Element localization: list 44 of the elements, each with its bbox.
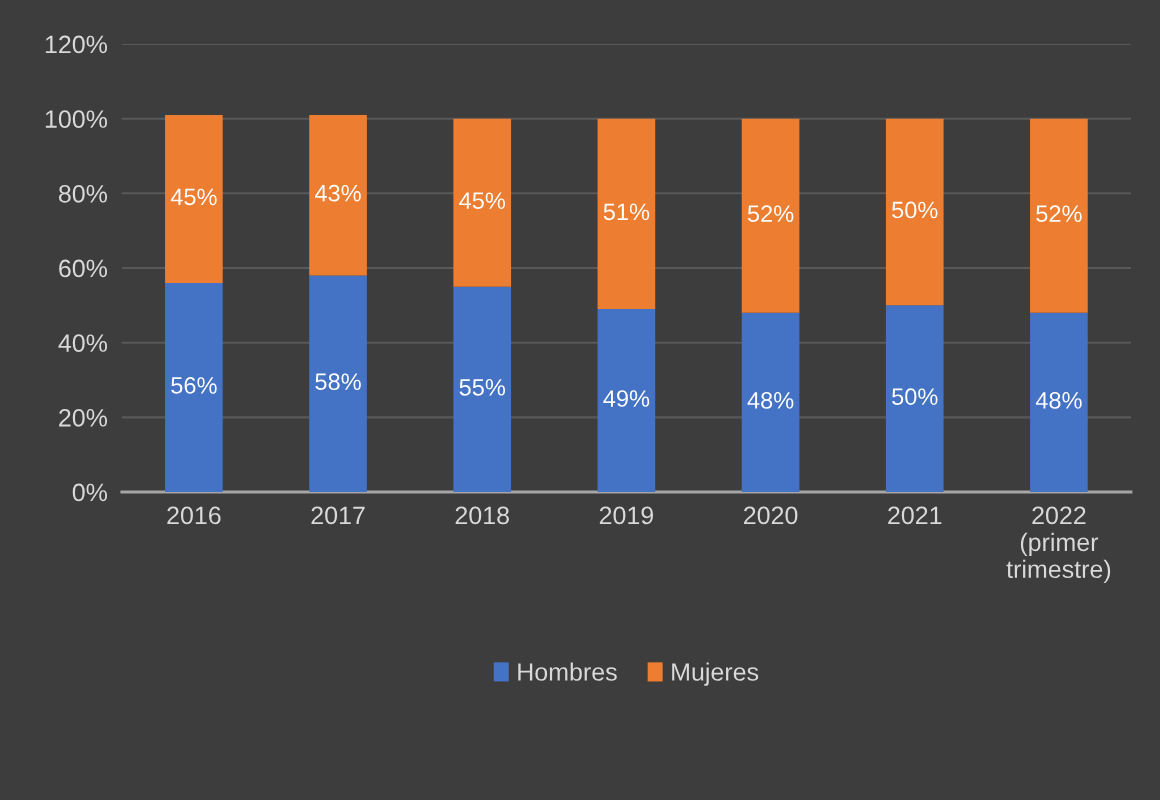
data-label: 43% <box>314 184 361 202</box>
data-label: 58% <box>315 373 361 391</box>
data-label: 51% <box>603 203 650 221</box>
bar <box>1030 312 1088 492</box>
data-label: 48% <box>747 392 794 409</box>
bar <box>885 118 944 306</box>
bar <box>1030 118 1088 313</box>
bar <box>309 275 367 492</box>
bar <box>741 312 800 492</box>
x-tick-label: 2020 <box>744 506 798 525</box>
x-tick-label: 2022 (primer trimestre) <box>1006 506 1111 584</box>
bar <box>165 114 223 283</box>
x-tick-label: 2017 <box>311 506 365 525</box>
y-tick-label: 120% <box>45 35 108 54</box>
data-label: 49% <box>603 390 650 407</box>
x-tick-label: 2021 <box>888 506 942 525</box>
bar <box>597 118 656 310</box>
data-label: 45% <box>459 192 506 209</box>
data-label: 52% <box>1036 205 1082 223</box>
bar <box>741 118 800 313</box>
y-tick-label: 60% <box>59 259 108 278</box>
x-tick-label: 2018 <box>455 506 509 525</box>
data-label: 52% <box>747 205 794 223</box>
data-label: 50% <box>892 388 938 405</box>
y-tick-label: 20% <box>59 408 108 427</box>
bar <box>597 309 656 492</box>
data-label: 50% <box>892 201 938 219</box>
bar <box>165 282 223 492</box>
y-tick-label: 0% <box>72 483 108 502</box>
data-label: 45% <box>170 188 217 206</box>
legend-label: Hombres <box>518 662 617 681</box>
x-tick-label: 2019 <box>599 506 654 525</box>
bar <box>885 305 944 492</box>
legend-label: Mujeres <box>672 662 759 686</box>
bar <box>453 286 512 492</box>
y-tick-label: 40% <box>58 334 108 352</box>
data-label: 55% <box>459 379 506 396</box>
data-label: 56% <box>171 377 217 394</box>
x-tick-label: 2016 <box>167 506 221 525</box>
bar <box>453 118 512 287</box>
y-tick-label: 100% <box>45 110 108 128</box>
data-label: 48% <box>1035 392 1082 409</box>
y-tick-label: 80% <box>58 184 108 203</box>
bar <box>309 114 367 276</box>
